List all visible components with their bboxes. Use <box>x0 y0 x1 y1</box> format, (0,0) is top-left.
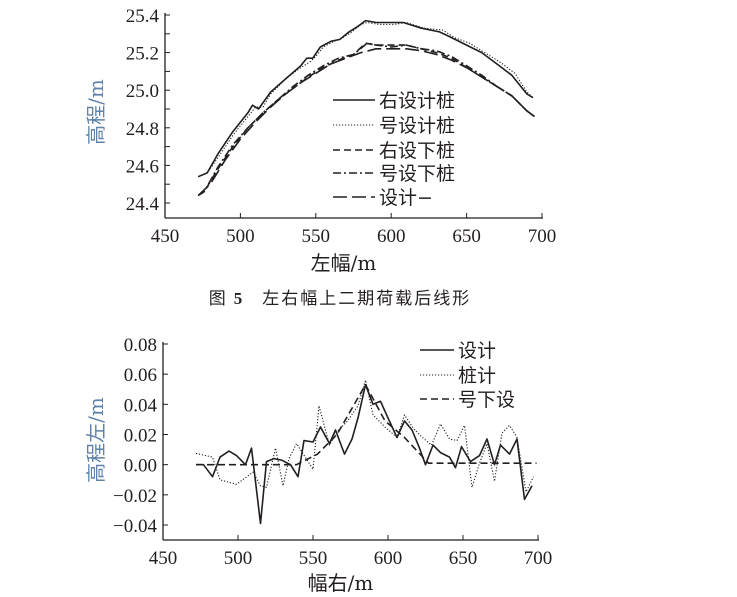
x-tick-label: 600 <box>377 226 406 247</box>
chart-1: 450 500 550 600 650 700 24.4 24.6 24.8 25.0 25.2 25… <box>84 6 556 275</box>
y-tick-label: 0.08 <box>124 335 157 356</box>
y-tick-label: 25.0 <box>126 81 159 102</box>
x-axis-label: 左幅/m <box>311 251 377 275</box>
x-tick-label: 500 <box>226 226 255 247</box>
legend-label: 号设计桩 <box>379 115 455 137</box>
y-axis-label: 高程左/m <box>84 397 108 483</box>
y-tick-label: 24.4 <box>126 194 160 215</box>
legend-label: 号下设 <box>458 389 515 411</box>
y-tick-label: 24.8 <box>126 119 159 140</box>
legend-label: 设计 <box>458 340 496 362</box>
series-line-4 <box>197 42 535 197</box>
series-line-3 <box>196 383 537 466</box>
chart-2: 450 500 550 600 650 700 −0.04 −0.02 0.00 0.02 0.04… <box>84 335 552 595</box>
y-tick-label: 25.4 <box>126 6 160 27</box>
x-tick-label: 700 <box>528 226 557 247</box>
x-tick-label: 450 <box>151 226 180 247</box>
series-line-5 <box>197 48 535 197</box>
legend-label: 右设计桩 <box>379 90 455 112</box>
caption-prefix: 图 <box>208 289 228 309</box>
legend-label: 设计− <box>379 187 433 209</box>
series-line-1 <box>197 19 534 178</box>
y-tick-label: 0.00 <box>124 456 157 477</box>
x-tick-label: 450 <box>149 548 178 569</box>
x-tick-label: 550 <box>299 548 328 569</box>
y-tick-label: −0.04 <box>113 516 157 537</box>
legend-label: 右设下桩 <box>379 140 455 162</box>
x-tick-label: 650 <box>452 226 481 247</box>
y-tick-label: −0.02 <box>113 486 157 507</box>
series-line-2 <box>195 379 534 493</box>
x-axis-label: 幅右/m <box>308 571 374 595</box>
y-tick-label: 0.06 <box>124 365 157 386</box>
x-tick-label: 650 <box>449 548 478 569</box>
x-tick-label: 550 <box>302 226 331 247</box>
caption-number: 5 <box>233 289 245 308</box>
x-tick-label: 500 <box>224 548 253 569</box>
y-tick-label: 0.04 <box>124 395 158 416</box>
x-tick-label: 600 <box>374 548 403 569</box>
y-tick-label: 24.6 <box>126 156 159 177</box>
legend-label: 桩计 <box>458 365 496 387</box>
caption-text: 左右幅上二期荷载后线形 <box>262 289 472 309</box>
series-line-2 <box>197 21 534 178</box>
x-tick-label: 700 <box>524 548 553 569</box>
legend-label: 号设下桩 <box>379 163 455 185</box>
y-tick-label: 0.02 <box>124 426 157 447</box>
y-tick-label: 25.2 <box>126 44 159 65</box>
figure-caption: 图 5 左右幅上二期荷载后线形 <box>0 284 680 309</box>
y-axis-label: 高程/m <box>84 79 108 145</box>
